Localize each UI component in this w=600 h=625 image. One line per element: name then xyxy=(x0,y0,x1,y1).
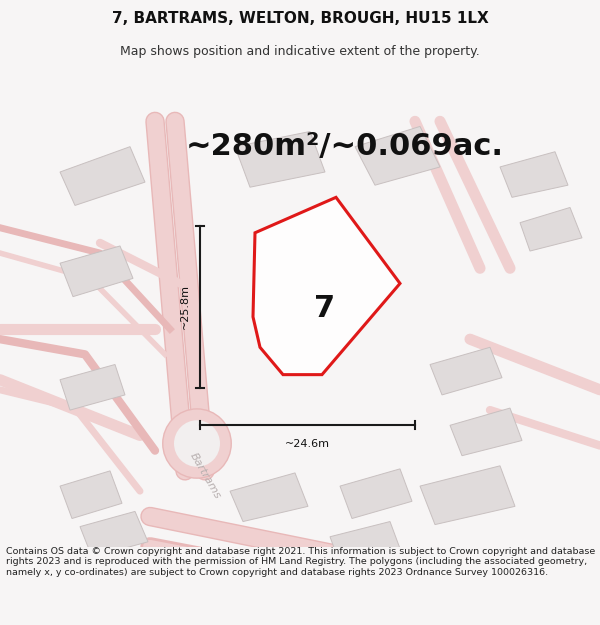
Polygon shape xyxy=(340,469,412,519)
Polygon shape xyxy=(60,364,125,410)
Circle shape xyxy=(174,420,220,467)
Polygon shape xyxy=(80,511,148,557)
Text: Bartrams: Bartrams xyxy=(188,451,223,501)
Polygon shape xyxy=(60,471,122,519)
Polygon shape xyxy=(355,126,440,185)
Text: ~24.6m: ~24.6m xyxy=(285,439,330,449)
Polygon shape xyxy=(253,198,400,374)
Polygon shape xyxy=(230,473,308,521)
Text: Map shows position and indicative extent of the property.: Map shows position and indicative extent… xyxy=(120,45,480,58)
Polygon shape xyxy=(450,408,522,456)
Polygon shape xyxy=(60,246,133,297)
Polygon shape xyxy=(420,466,515,524)
Polygon shape xyxy=(60,147,145,206)
Polygon shape xyxy=(330,521,402,569)
Text: Contains OS data © Crown copyright and database right 2021. This information is : Contains OS data © Crown copyright and d… xyxy=(6,547,595,577)
Polygon shape xyxy=(520,208,582,251)
Polygon shape xyxy=(430,348,502,395)
Text: ~25.8m: ~25.8m xyxy=(180,284,190,329)
Text: 7: 7 xyxy=(314,294,335,323)
Text: ~280m²/~0.069ac.: ~280m²/~0.069ac. xyxy=(186,132,504,161)
Text: 7, BARTRAMS, WELTON, BROUGH, HU15 1LX: 7, BARTRAMS, WELTON, BROUGH, HU15 1LX xyxy=(112,11,488,26)
Polygon shape xyxy=(500,152,568,198)
Polygon shape xyxy=(235,131,325,188)
